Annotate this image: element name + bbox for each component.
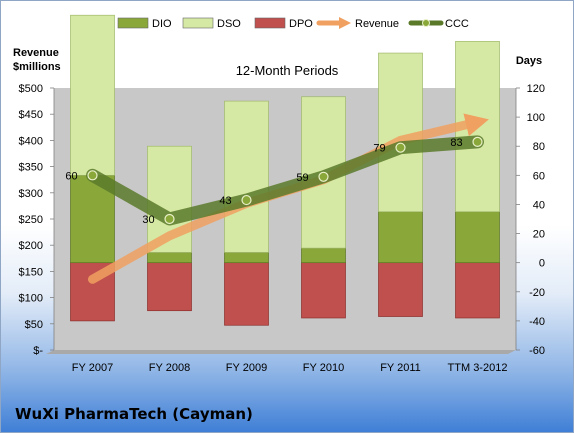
ccc-data-label: 79 — [373, 143, 385, 155]
bar-dso — [70, 14, 115, 176]
bar-dpo — [378, 262, 423, 317]
y-left-tick-label: $450 — [19, 109, 43, 121]
bar-dpo — [455, 262, 500, 319]
legend-label: DIO — [152, 18, 172, 30]
ccc-point — [87, 170, 98, 181]
ccc-data-label: 59 — [296, 172, 308, 184]
y-left-tick-label: $100 — [19, 293, 43, 305]
legend-swatch — [339, 17, 351, 29]
y-left-tick-label: $50 — [25, 319, 43, 331]
bar-dio — [224, 252, 269, 264]
y-left-label: Revenue — [13, 47, 59, 59]
y-right-tick-label: 100 — [527, 112, 545, 124]
x-tick-label: FY 2008 — [149, 362, 190, 374]
y-right-label: Days — [516, 55, 542, 67]
ccc-data-label: 83 — [450, 137, 462, 149]
bar-dso — [224, 100, 269, 253]
y-right-tick-label: 0 — [539, 258, 545, 270]
y-left-tick-label: $- — [33, 345, 43, 357]
ccc-data-label: 43 — [219, 195, 231, 207]
legend-label: DSO — [217, 18, 241, 30]
chart-subtitle: 12-Month Periods — [236, 63, 339, 78]
ccc-data-label: 30 — [142, 214, 154, 226]
bar-dio — [455, 211, 500, 264]
y-right-tick-label: 120 — [527, 83, 545, 95]
ccc-point — [164, 213, 175, 225]
x-tick-label: TTM 3-2012 — [448, 362, 508, 374]
company-name: WuXi PharmaTech (Cayman) — [15, 405, 253, 423]
bar-dpo — [301, 262, 346, 319]
y-right-tick-label: -20 — [529, 287, 545, 299]
y-right-tick-label: 60 — [533, 170, 545, 182]
legend-swatch — [254, 17, 286, 29]
legend-label: DPO — [289, 18, 313, 30]
x-tick-label: FY 2009 — [226, 362, 267, 374]
bar-dpo — [224, 262, 269, 326]
legend-label: Revenue — [355, 18, 399, 30]
legend-label: CCC — [445, 18, 469, 30]
y-left-tick-label: $400 — [19, 135, 43, 147]
legend-swatch — [117, 17, 149, 29]
y-left-label: $millions — [13, 61, 61, 73]
legend-swatch — [182, 17, 214, 29]
x-tick-label: FY 2010 — [303, 362, 344, 374]
y-left-tick-label: $200 — [19, 240, 43, 252]
y-left-tick-label: $350 — [19, 162, 43, 174]
ccc-line — [86, 135, 484, 226]
ccc-point — [395, 142, 406, 153]
x-tick-label: FY 2007 — [72, 362, 113, 374]
x-tick-label: FY 2011 — [380, 362, 421, 374]
y-right-tick-label: 80 — [533, 141, 545, 153]
y-right-tick-label: -40 — [529, 316, 545, 328]
y-left-tick-label: $150 — [19, 266, 43, 278]
ccc-data-label: 60 — [65, 170, 77, 182]
y-left-tick-label: $250 — [19, 214, 43, 226]
y-left-tick-label: $300 — [19, 188, 43, 200]
y-right-tick-label: 20 — [533, 229, 545, 241]
ccc-point — [472, 136, 483, 147]
ccc-point — [318, 171, 329, 182]
plot-floor — [46, 350, 516, 354]
bar-dpo — [147, 262, 192, 312]
bar-dio — [378, 211, 423, 264]
bar-dio — [147, 252, 192, 264]
legend-swatch — [422, 19, 430, 27]
y-left-tick-label: $500 — [19, 83, 43, 95]
y-right-tick-label: -60 — [529, 345, 545, 357]
y-right-tick-label: 40 — [533, 199, 545, 211]
bar-dio — [301, 247, 346, 264]
ccc-point — [241, 194, 252, 206]
